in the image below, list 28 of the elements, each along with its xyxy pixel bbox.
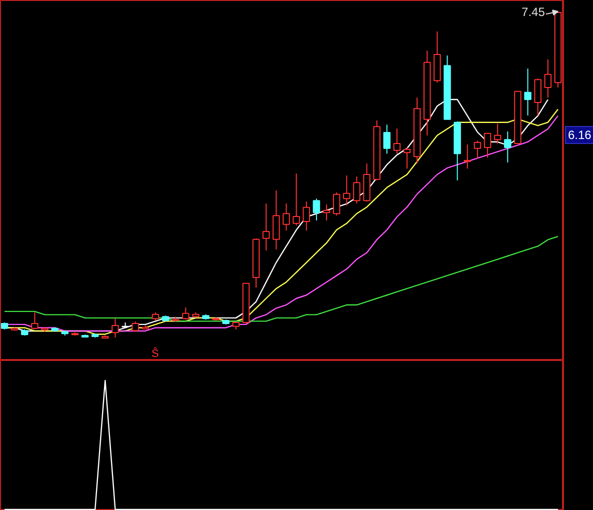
candlestick [282, 203, 290, 232]
annotation: 7.45 [522, 5, 546, 19]
candlestick [322, 204, 330, 221]
candlestick [332, 192, 340, 216]
text: 6.16 [565, 126, 593, 144]
candlestick [343, 174, 350, 206]
candlestick [534, 78, 542, 116]
candlestick [272, 190, 280, 250]
candlestick [494, 123, 502, 144]
candlestick [393, 128, 401, 154]
candlestick [182, 307, 190, 320]
candlestick [474, 140, 482, 160]
candlestick [112, 318, 119, 338]
candlestick [353, 176, 360, 204]
text: Ŝ [151, 346, 159, 360]
candlestick [524, 68, 532, 116]
candlestick [132, 321, 139, 332]
candlestick [262, 203, 270, 251]
candlestick [312, 198, 320, 221]
candlestick [464, 144, 472, 170]
candlestick [302, 201, 310, 232]
candlestick [403, 146, 411, 170]
candlestick [484, 132, 492, 158]
candlestick [383, 124, 391, 154]
candlestick [504, 130, 512, 163]
candlestick [292, 173, 300, 226]
candlestick [544, 58, 552, 98]
candlestick [31, 312, 38, 330]
